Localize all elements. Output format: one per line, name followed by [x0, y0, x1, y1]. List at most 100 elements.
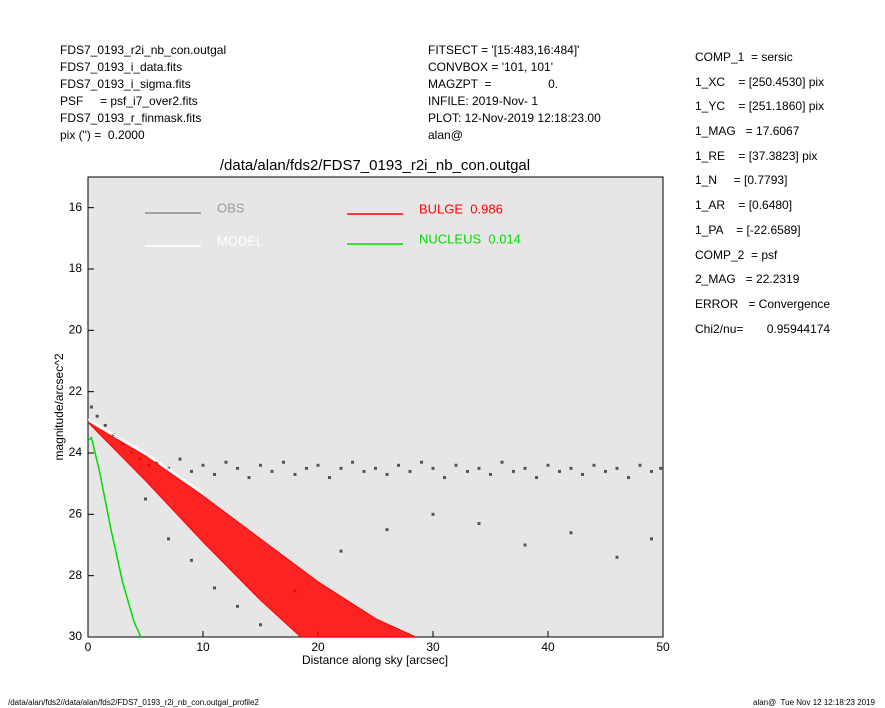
- obs-point: [592, 463, 596, 467]
- obs-point: [477, 466, 481, 470]
- obs-point: [247, 476, 251, 480]
- obs-point: [190, 469, 193, 473]
- info-line: 1_YC = [251.1860] pix: [695, 99, 825, 114]
- info-line: 1_PA = [-22.6589]: [695, 222, 801, 237]
- legend-label: BULGE 0.986: [419, 201, 503, 216]
- info-line: PSF = psf_i7_over2.fits: [60, 94, 198, 108]
- obs-point: [155, 460, 159, 464]
- fit-info: FITSECT = '[15:483,16:484]' CONVBOX = '10…: [428, 42, 601, 144]
- obs-point: [236, 466, 239, 470]
- obs-point: [638, 463, 642, 467]
- obs-point: [431, 466, 435, 470]
- info-line: 1_RE = [37.3823] pix: [695, 148, 818, 163]
- info-line: CONVBOX = '101, 101': [428, 60, 553, 74]
- info-line: FDS7_0193_r_finmask.fits: [60, 111, 202, 125]
- obs-point: [569, 466, 573, 470]
- obs-point: [466, 469, 469, 473]
- obs-point: [569, 531, 573, 535]
- y-axis-label: magnitude/arcsec^2: [52, 353, 66, 460]
- info-line: 1_XC = [250.4530] pix: [695, 74, 825, 89]
- x-tick-label: 40: [541, 640, 555, 654]
- x-tick-label: 20: [311, 640, 325, 654]
- obs-point: [282, 460, 285, 464]
- y-tick-label: 18: [69, 261, 83, 275]
- obs-point: [178, 457, 182, 461]
- info-line: MAGZPT = 0.: [428, 77, 559, 91]
- obs-point: [650, 537, 653, 541]
- obs-point: [523, 466, 527, 470]
- obs-point: [95, 414, 99, 418]
- obs-point: [316, 463, 320, 467]
- obs-point: [615, 555, 619, 559]
- obs-point: [420, 460, 423, 464]
- legend-label: NUCLEUS 0.014: [419, 231, 521, 246]
- obs-point: [477, 522, 481, 526]
- obs-point: [167, 537, 170, 541]
- x-tick-label: 30: [426, 640, 440, 654]
- info-line: 1_AR = [0.6480]: [695, 198, 793, 213]
- file-info: FDS7_0193_r2i_nb_con.outgal FDS7_0193_i_d…: [60, 42, 226, 144]
- obs-point: [339, 466, 343, 470]
- info-line: 1_N = [0.7793]: [695, 173, 788, 188]
- obs-point: [558, 469, 561, 473]
- obs-point: [500, 460, 504, 464]
- obs-point: [305, 466, 308, 470]
- obs-point: [489, 472, 492, 476]
- footer-left: /data/alan/fds2//data/alan/fds2/FDS7_019…: [8, 698, 259, 707]
- y-tick-label: 28: [69, 568, 83, 582]
- model-line: [88, 436, 142, 637]
- obs-point: [615, 466, 619, 470]
- legend-label: OBS: [217, 200, 245, 215]
- info-line: 1_MAG = 17.6067: [695, 124, 800, 139]
- param-info: COMP_1 = sersic 1_XC = [250.4530] pix 1_YC…: [695, 49, 830, 345]
- obs-point: [190, 558, 193, 562]
- y-tick-label: 24: [69, 445, 83, 459]
- obs-point: [339, 549, 343, 553]
- obs-point: [397, 463, 400, 467]
- obs-point: [627, 476, 630, 480]
- obs-point: [144, 497, 147, 501]
- obs-point: [213, 586, 216, 590]
- info-line: alan@: [428, 128, 463, 142]
- model-line: [88, 418, 204, 494]
- legend-label: MODEL: [217, 233, 263, 248]
- info-line: 2_MAG = 22.2319: [695, 272, 800, 287]
- obs-point: [408, 469, 412, 473]
- info-line: ERROR = Convergence: [695, 296, 831, 311]
- bulge-band: [88, 421, 416, 637]
- info-line: COMP_2 = psf: [695, 247, 778, 262]
- y-tick-label: 22: [69, 384, 83, 398]
- info-line: Chi2/nu= 0.95944174: [695, 321, 831, 336]
- obs-point: [659, 466, 663, 470]
- obs-point: [328, 476, 331, 480]
- obs-point: [259, 463, 262, 467]
- info-line: pix (") = 0.2000: [60, 128, 145, 142]
- obs-point: [546, 463, 550, 467]
- obs-point: [224, 460, 228, 464]
- obs-point: [213, 472, 216, 476]
- obs-point: [362, 469, 366, 473]
- x-axis-label: Distance along sky [arcsec]: [302, 653, 448, 667]
- obs-point: [259, 623, 262, 627]
- y-tick-label: 16: [69, 200, 83, 214]
- obs-point: [650, 469, 653, 473]
- obs-point: [431, 512, 435, 516]
- y-tick-label: 30: [69, 629, 83, 643]
- info-line: FDS7_0193_i_sigma.fits: [60, 77, 191, 91]
- obs-point: [604, 469, 607, 473]
- obs-point: [374, 466, 377, 470]
- info-line: FITSECT = '[15:483,16:484]': [428, 43, 580, 57]
- info-line: FDS7_0193_r2i_nb_con.outgal: [60, 43, 227, 57]
- obs-point: [535, 476, 538, 480]
- obs-point: [236, 604, 239, 608]
- info-line: FDS7_0193_i_data.fits: [60, 60, 183, 74]
- info-line: INFILE: 2019-Nov- 1: [428, 94, 539, 108]
- obs-point: [89, 405, 93, 409]
- obs-point: [270, 469, 274, 473]
- obs-point: [512, 469, 515, 473]
- y-tick-label: 20: [69, 323, 83, 337]
- obs-point: [443, 476, 446, 480]
- x-tick-label: 10: [196, 640, 210, 654]
